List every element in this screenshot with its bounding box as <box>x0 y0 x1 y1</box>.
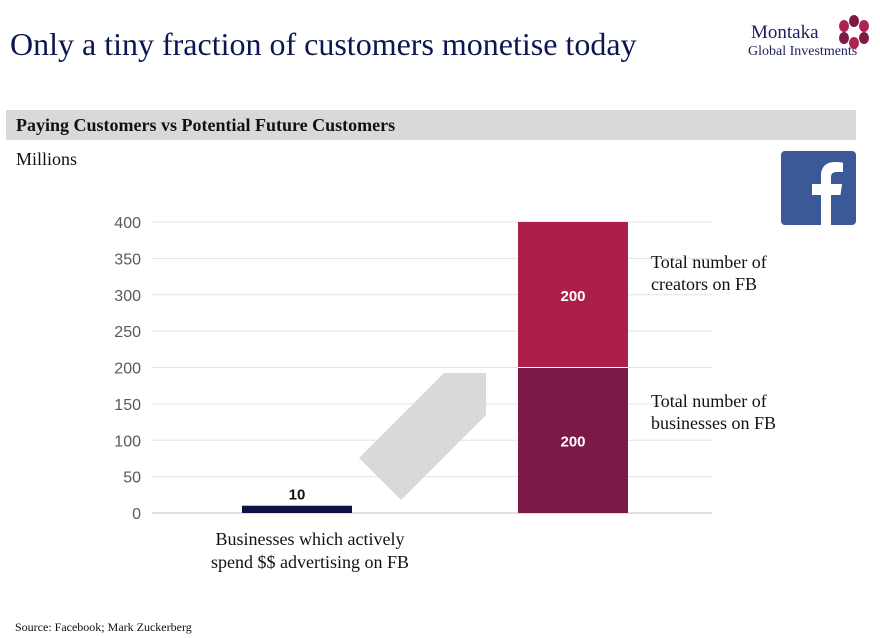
units-label: Millions <box>16 149 78 169</box>
y-tick-label: 250 <box>114 324 141 341</box>
y-tick-label: 100 <box>114 433 141 450</box>
y-tick-label: 150 <box>114 397 141 414</box>
y-tick-label: 200 <box>114 361 141 378</box>
data-label: 10 <box>289 487 306 504</box>
data-label: 200 <box>560 288 585 305</box>
category-label: Businesses which actively spend $$ advert… <box>211 529 409 572</box>
up-right-arrow-icon <box>359 373 486 500</box>
y-tick-label: 0 <box>132 506 141 523</box>
chart-header-banner: Paying Customers vs Potential Future Cus… <box>6 110 856 140</box>
y-tick-label: 50 <box>123 470 141 487</box>
source-note: Source: Facebook; Mark Zuckerberg <box>15 620 192 634</box>
bar-businesses <box>242 505 352 513</box>
bars <box>242 222 628 513</box>
y-tick-label: 350 <box>114 251 141 268</box>
data-labels: 10 200 200 <box>289 288 586 504</box>
facebook-logo-icon <box>781 151 856 225</box>
bar-creators <box>518 222 628 368</box>
chart-title: Paying Customers vs Potential Future Cus… <box>16 115 396 135</box>
bar-businesses <box>518 367 628 513</box>
company-logo: Montaka Global Investments <box>748 14 873 62</box>
y-tick-label: 400 <box>114 215 141 232</box>
y-tick-label: 300 <box>114 288 141 305</box>
page-title: Only a tiny fraction of customers moneti… <box>10 26 637 62</box>
annotation-businesses: Total number of businesses on FB <box>651 390 777 433</box>
logo-flower-icon <box>839 15 869 49</box>
logo-wordmark: Montaka <box>751 22 819 43</box>
annotation-creators: Total number of creators on FB <box>651 252 767 294</box>
y-axis-ticks: 0 50 100 150 200 250 300 350 400 <box>114 215 141 523</box>
logo-subtitle: Global Investments <box>748 44 858 59</box>
data-label: 200 <box>560 433 585 450</box>
